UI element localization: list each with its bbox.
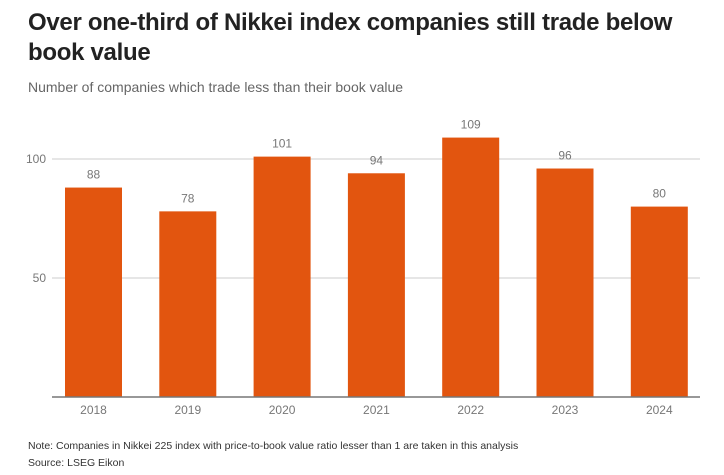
y-axis-ticks: 50 100 [26,152,46,285]
x-tick-label-2018: 2018 [80,403,107,417]
data-label-2020: 101 [272,137,292,151]
y-tick-label: 50 [33,271,47,285]
x-tick-label-2022: 2022 [457,403,484,417]
x-tick-label-2020: 2020 [269,403,296,417]
chart-source: Source: LSEG Eikon [28,457,125,469]
data-label-2024: 80 [653,187,667,201]
chart-title: Over one-third of Nikkei index companies… [28,9,673,66]
chart-note: Note: Companies in Nikkei 225 index with… [28,440,519,452]
bar-2018 [65,187,122,397]
y-tick-label: 100 [26,152,46,166]
data-labels: 88 78 101 94 109 96 80 [87,118,666,206]
bar-2021 [347,173,405,397]
data-label-2021: 94 [370,153,384,167]
x-tick-label-2019: 2019 [174,403,201,417]
x-tick-label-2021: 2021 [363,403,390,417]
bars [65,137,688,397]
bar-2019 [159,211,217,397]
chart-subtitle: Number of companies which trade less tha… [28,79,404,95]
x-axis-ticks: 2018 2019 2020 2021 2022 2023 2024 [80,403,673,417]
data-label-2022: 109 [461,118,481,132]
x-tick-label-2023: 2023 [552,403,579,417]
bar-2023 [536,168,594,397]
x-tick-label-2024: 2024 [646,403,673,417]
bar-2020 [253,156,311,397]
bar-2022 [442,137,500,397]
bar-2024 [630,206,688,397]
data-label-2019: 78 [181,191,195,205]
data-label-2023: 96 [558,149,572,163]
data-label-2018: 88 [87,168,101,182]
